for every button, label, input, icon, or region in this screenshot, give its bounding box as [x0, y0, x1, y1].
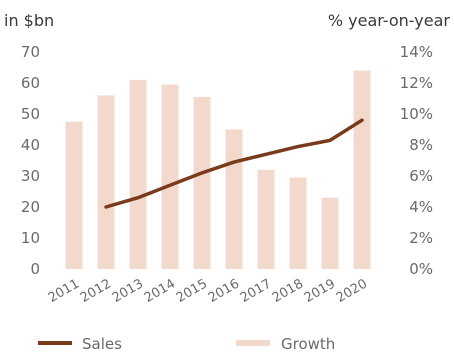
right-axis-label: % year-on-year: [328, 11, 451, 30]
left-axis-label: in $bn: [4, 11, 54, 30]
growth-bar: [257, 169, 275, 269]
left-tick-label: 70: [21, 43, 40, 61]
legend-growth-label: Growth: [281, 335, 335, 352]
x-tick-label: 2012: [78, 276, 114, 306]
left-tick-label: 10: [21, 229, 40, 247]
x-tick-label: 2014: [142, 276, 178, 306]
left-tick-label: 0: [30, 260, 40, 278]
right-tick-label: 6%: [409, 167, 433, 185]
growth-bars: [65, 70, 371, 270]
left-tick-label: 60: [21, 74, 40, 92]
x-tick-label: 2013: [110, 276, 146, 306]
right-tick-label: 14%: [400, 43, 433, 61]
growth-bar: [225, 129, 243, 269]
x-tick-label: 2017: [238, 276, 274, 306]
growth-bar: [65, 121, 83, 269]
growth-bar: [161, 84, 179, 269]
left-axis-ticks: 0 10 20 30 40 50 60 70: [21, 43, 40, 278]
left-tick-label: 20: [21, 198, 40, 216]
legend-sales-label: Sales: [82, 335, 122, 352]
x-tick-label: 2015: [174, 276, 210, 306]
left-tick-label: 50: [21, 105, 40, 123]
growth-bar: [129, 79, 147, 270]
right-axis-ticks: 0% 2% 4% 6% 8% 10% 12% 14%: [400, 43, 433, 278]
left-tick-label: 40: [21, 136, 40, 154]
legend: Sales Growth: [38, 335, 335, 352]
x-tick-label: 2011: [46, 276, 82, 306]
x-tick-label: 2018: [270, 276, 306, 306]
right-tick-label: 10%: [400, 105, 433, 123]
left-tick-label: 30: [21, 167, 40, 185]
growth-bar: [321, 197, 339, 269]
growth-bar: [353, 70, 371, 269]
x-tick-label: 2020: [334, 276, 370, 306]
right-tick-label: 0%: [409, 260, 433, 278]
growth-bar: [289, 177, 307, 269]
sales-line-group: [104, 118, 364, 209]
x-tick-label: 2019: [302, 276, 338, 306]
sales-line: [104, 118, 364, 209]
right-tick-label: 12%: [400, 74, 433, 92]
right-tick-label: 4%: [409, 198, 433, 216]
right-tick-label: 2%: [409, 229, 433, 247]
right-tick-label: 8%: [409, 136, 433, 154]
x-tick-label: 2016: [206, 276, 242, 306]
growth-bar: [193, 96, 211, 269]
growth-bar: [97, 95, 115, 270]
